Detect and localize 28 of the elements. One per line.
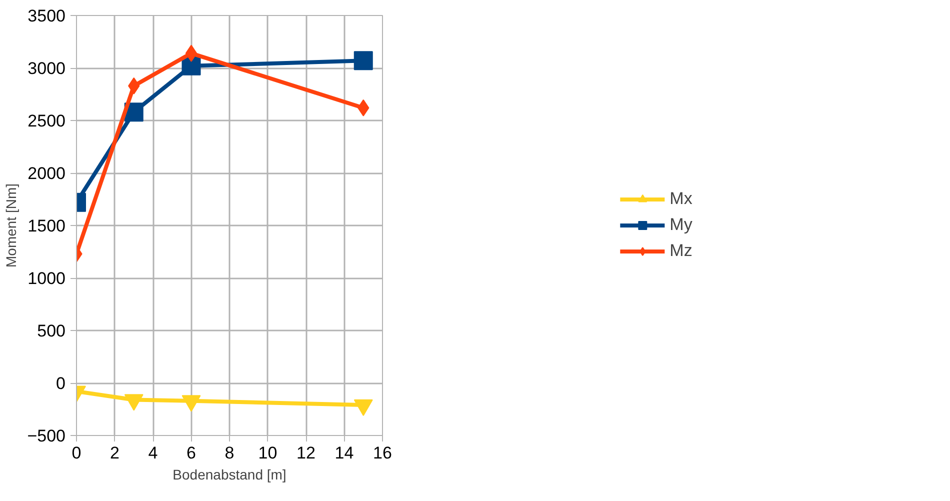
point [185, 44, 198, 62]
y-tick-label: 500 [37, 322, 66, 340]
point [124, 394, 144, 411]
y-tick-label: 3500 [28, 6, 66, 26]
x-tick-label: 12 [296, 444, 316, 462]
y-tick-label: 2500 [28, 112, 66, 130]
y-tick-label: −500 [27, 426, 66, 446]
x-axis-title: Bodenabstand [m] [172, 466, 286, 482]
point [182, 395, 201, 412]
x-tick-label: 8 [224, 444, 234, 462]
x-tick-label: 0 [72, 444, 82, 462]
y-axis-title: Moment [Nm] [3, 183, 20, 268]
legend-label: Mz [670, 241, 692, 261]
legend-label: Mx [670, 189, 692, 209]
y-tick-label: 3000 [28, 59, 66, 78]
x-tick-label: 2 [110, 444, 120, 462]
x-tick-label: 6 [186, 444, 196, 462]
point [354, 51, 373, 70]
y-tick-label: 1000 [28, 269, 66, 288]
x-tick-label: 14 [334, 444, 354, 462]
point [354, 399, 373, 416]
x-tick-label: 16 [373, 444, 392, 462]
legend-label: My [670, 215, 692, 235]
y-tick-label: 1500 [28, 216, 66, 236]
x-tick-label: 4 [148, 444, 158, 462]
x-tick-label: 10 [258, 444, 278, 462]
y-tick-label: 0 [56, 374, 66, 393]
y-tick-label: 2000 [28, 164, 66, 183]
